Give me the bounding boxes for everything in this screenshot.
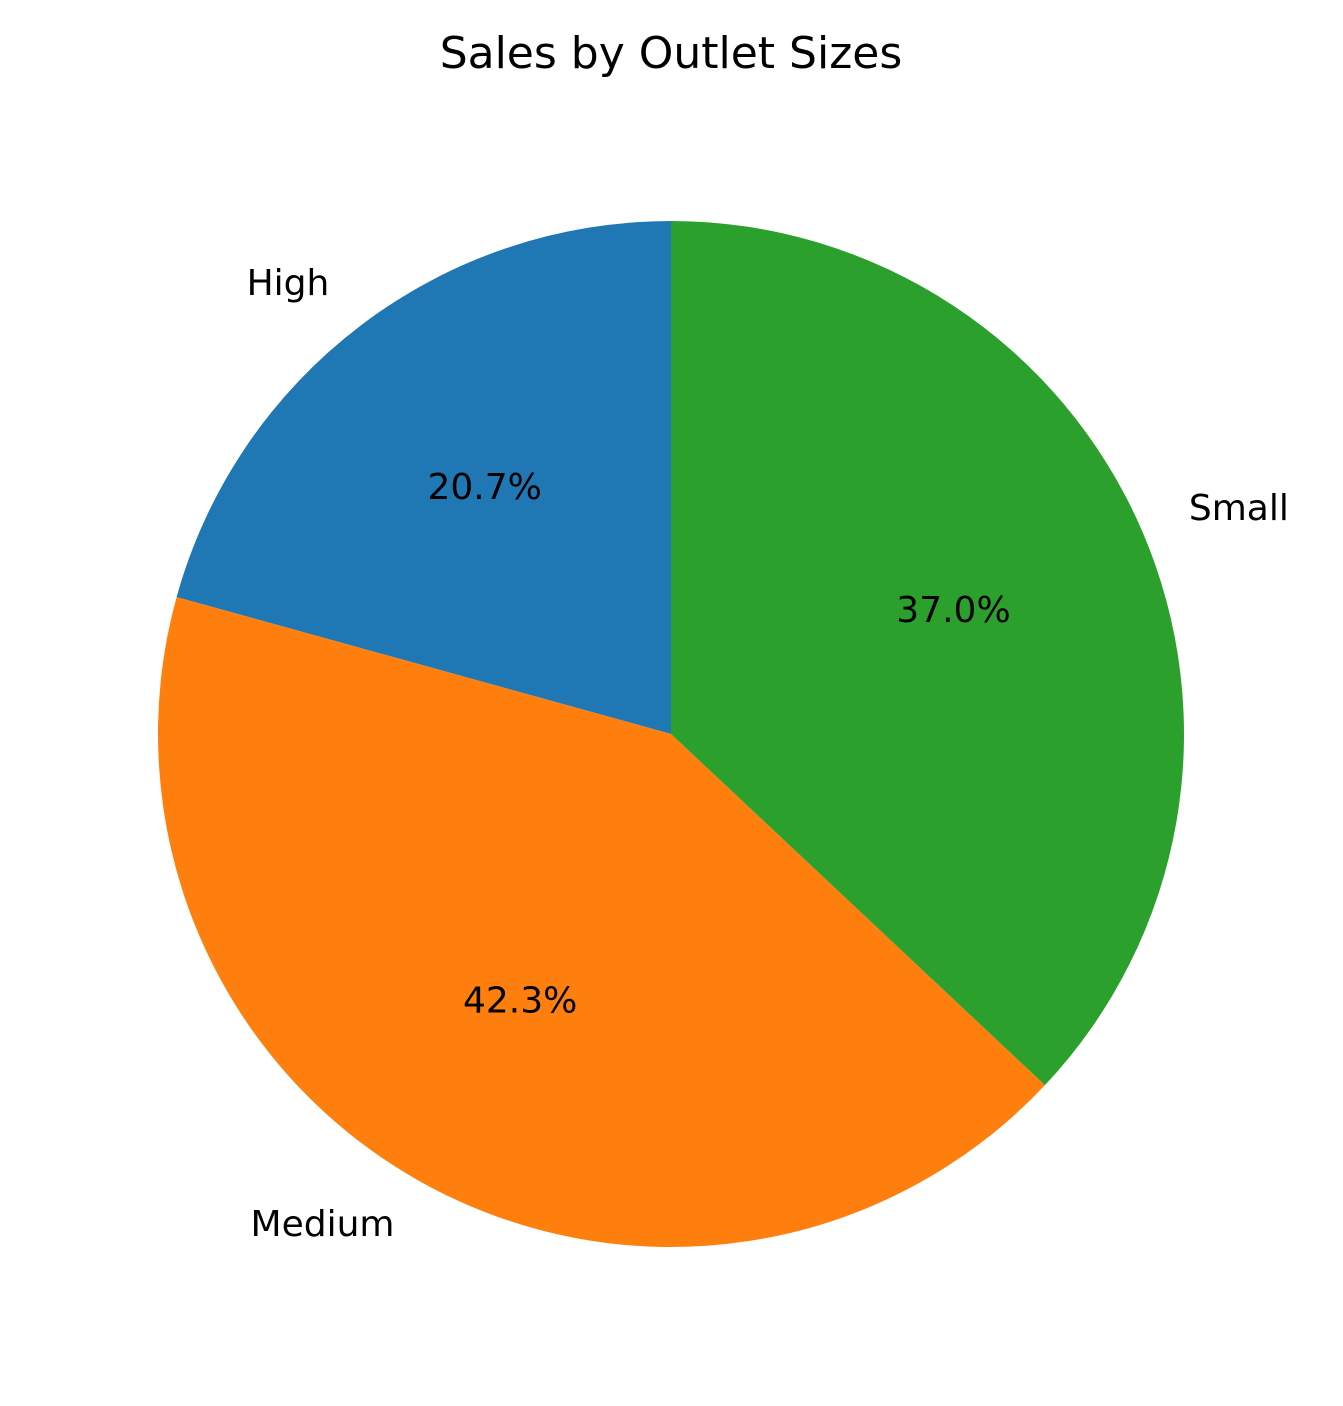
pct-label-medium: 42.3% [463,980,577,1021]
pie-slice-high [176,221,672,734]
pct-label-small: 37.0% [896,590,1010,631]
pie-slices [158,221,1184,1247]
pct-label-high: 20.7% [427,467,541,508]
pie-slice-small [671,221,1184,1086]
pie-slice-medium [158,597,1045,1247]
slice-label-small: Small [1189,488,1289,529]
chart-title: Sales by Outlet Sizes [440,28,903,79]
pie-labels: High 20.7% Medium 42.3% Small 37.0% [247,263,1289,1245]
slice-label-high: High [247,263,330,304]
slice-label-medium: Medium [251,1204,395,1245]
